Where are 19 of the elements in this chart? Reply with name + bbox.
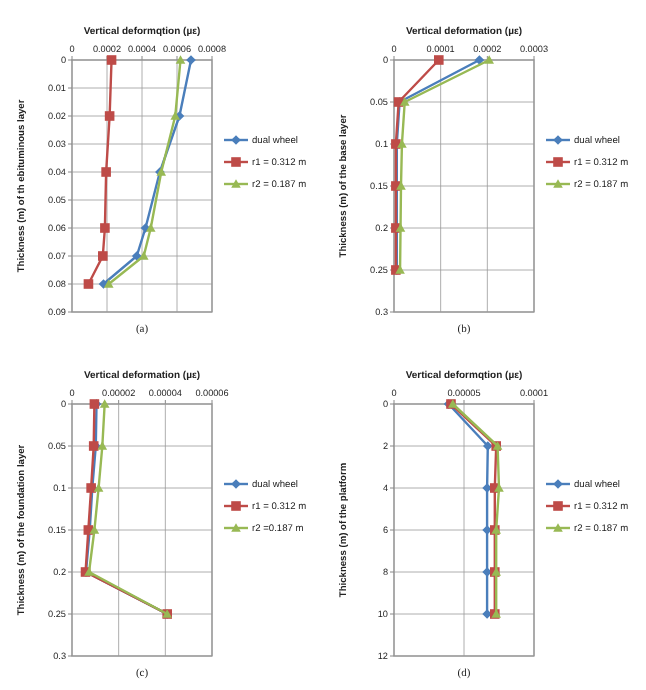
point xyxy=(434,55,444,65)
point xyxy=(483,441,493,451)
point xyxy=(175,55,186,64)
point xyxy=(100,223,110,233)
point xyxy=(474,55,485,65)
point xyxy=(106,55,117,65)
point xyxy=(99,399,110,408)
point xyxy=(98,251,108,261)
point xyxy=(131,251,142,261)
point xyxy=(101,167,111,177)
point xyxy=(89,525,100,534)
point xyxy=(97,441,108,450)
point xyxy=(83,279,94,289)
point xyxy=(103,279,114,288)
point xyxy=(104,111,115,121)
point xyxy=(145,223,156,232)
point xyxy=(484,55,494,64)
point xyxy=(93,483,104,492)
point xyxy=(399,97,410,106)
